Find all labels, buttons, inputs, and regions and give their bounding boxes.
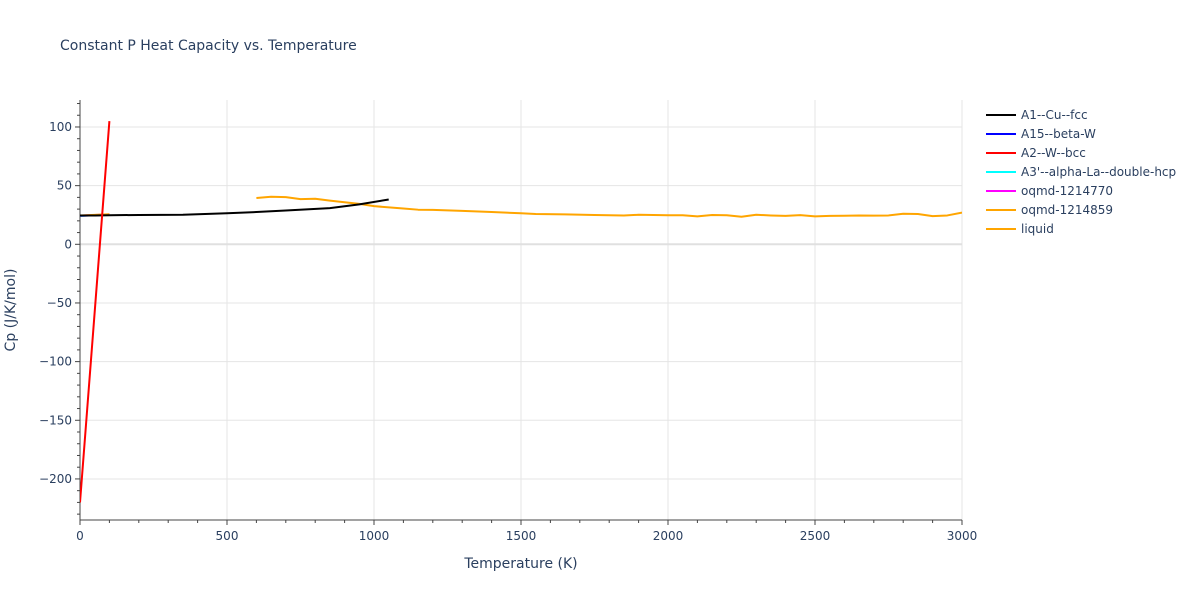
x-tick-label: 3000	[947, 529, 978, 543]
legend-item[interactable]: A1--Cu--fcc	[986, 108, 1088, 122]
legend-label: oqmd-1214859	[1021, 203, 1113, 217]
legend-label: A15--beta-W	[1021, 127, 1096, 141]
y-tick-label: −200	[39, 472, 72, 486]
series-line-3	[80, 121, 111, 503]
legend-item[interactable]: liquid	[986, 222, 1054, 236]
y-tick-label: 100	[49, 120, 72, 134]
grid	[80, 100, 963, 520]
y-axis-title: Cp (J/K/mol)	[3, 269, 19, 352]
legend-item[interactable]: oqmd-1214859	[986, 203, 1113, 217]
legend-item[interactable]: A2--W--bcc	[986, 146, 1086, 160]
x-axis-title: Temperature (K)	[463, 556, 577, 572]
x-tick-label: 1000	[359, 529, 390, 543]
chart-title: Constant P Heat Capacity vs. Temperature	[60, 38, 357, 54]
legend-label: oqmd-1214770	[1021, 184, 1113, 198]
y-tick-label: −150	[39, 413, 72, 427]
axes: 0 500 1000 1500 2000 2500 3000 −200 −150 −100 −50 0…	[39, 100, 977, 543]
legend-item[interactable]: A15--beta-W	[986, 127, 1096, 141]
legend-label: liquid	[1021, 222, 1054, 236]
series-lines	[80, 121, 962, 503]
x-tick-label: 0	[76, 529, 84, 543]
legend-item[interactable]: oqmd-1214770	[986, 184, 1113, 198]
legend-label: A2--W--bcc	[1021, 146, 1086, 160]
y-tick-label: 0	[64, 237, 72, 251]
legend[interactable]: A1--Cu--fcc A15--beta-W A2--W--bcc A3'--alp…	[986, 108, 1176, 236]
y-tick-label: −50	[47, 296, 72, 310]
series-line-1	[80, 198, 389, 217]
legend-label: A3'--alpha-La--double-hcp	[1021, 165, 1176, 179]
x-tick-label: 2500	[800, 529, 831, 543]
series-line-7	[256, 195, 962, 218]
x-tick-label: 1500	[506, 529, 537, 543]
x-tick-label: 500	[216, 529, 239, 543]
x-tick-label: 2000	[653, 529, 684, 543]
y-tick-label: 50	[57, 179, 72, 193]
y-tick-label: −100	[39, 355, 72, 369]
legend-item[interactable]: A3'--alpha-La--double-hcp	[986, 165, 1176, 179]
legend-label: A1--Cu--fcc	[1021, 108, 1088, 122]
